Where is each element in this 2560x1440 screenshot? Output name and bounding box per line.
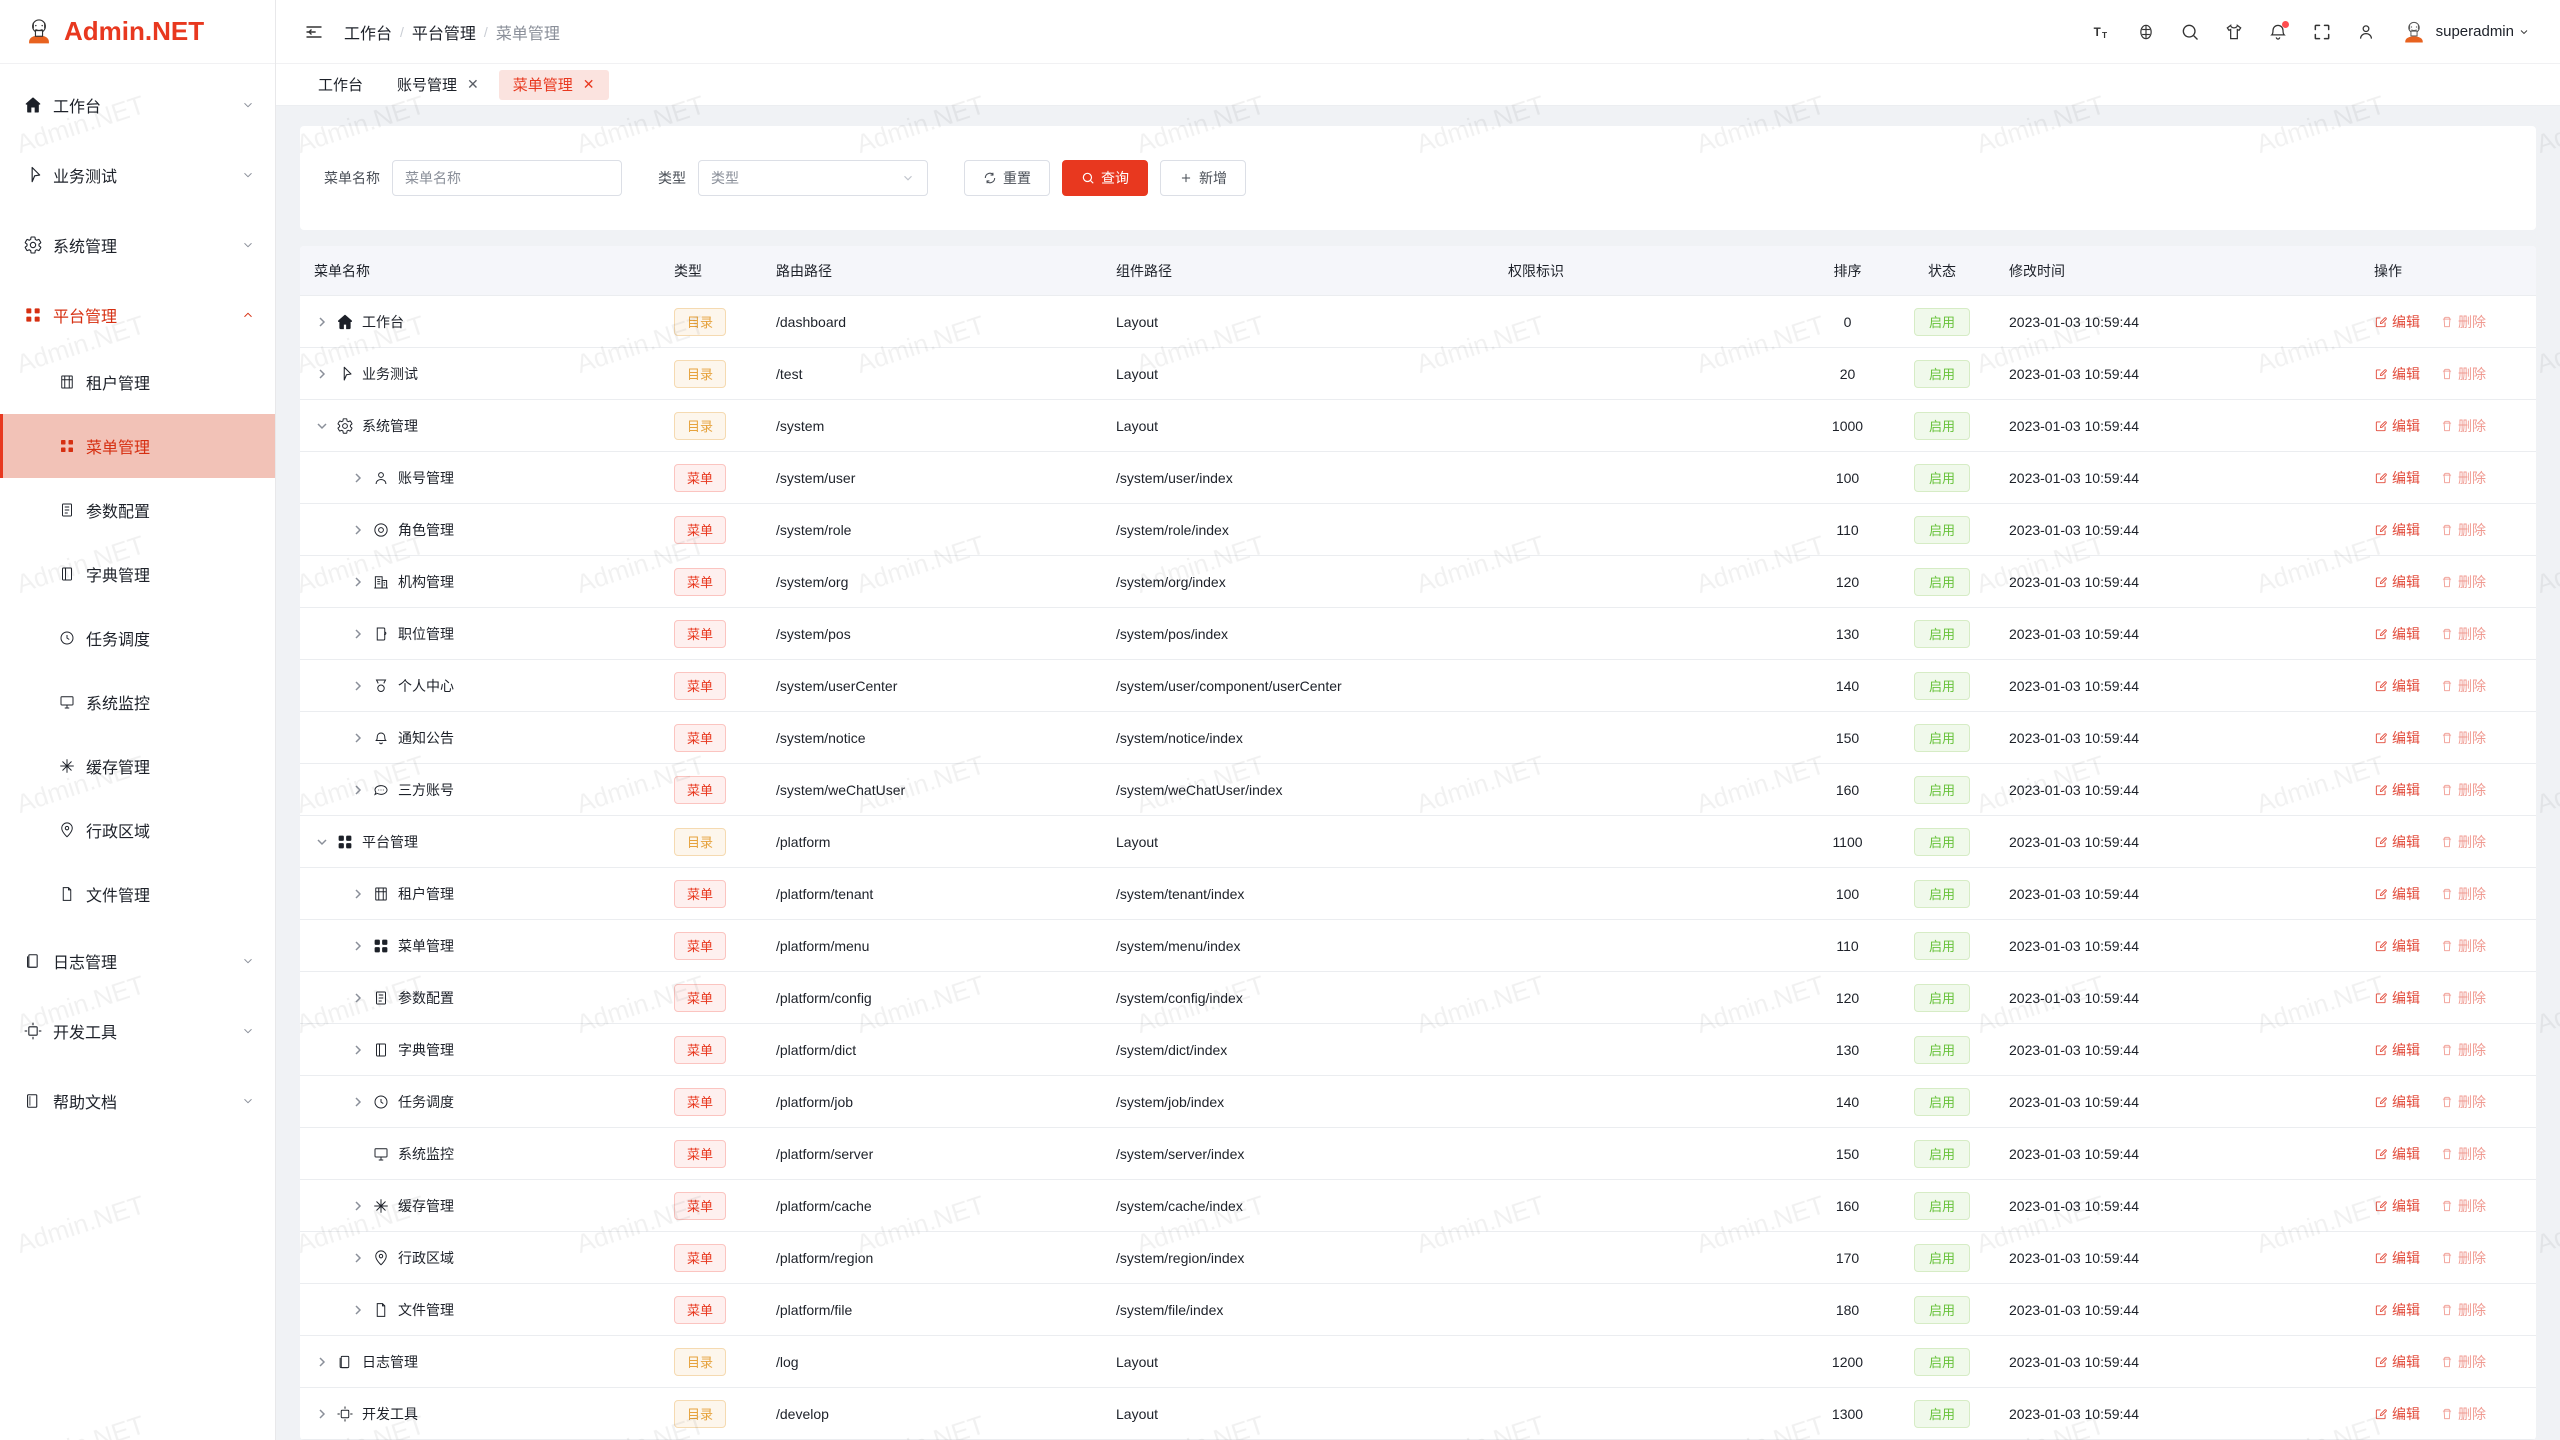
- svg-text:T: T: [2093, 26, 2100, 39]
- svg-text:T: T: [2102, 29, 2107, 39]
